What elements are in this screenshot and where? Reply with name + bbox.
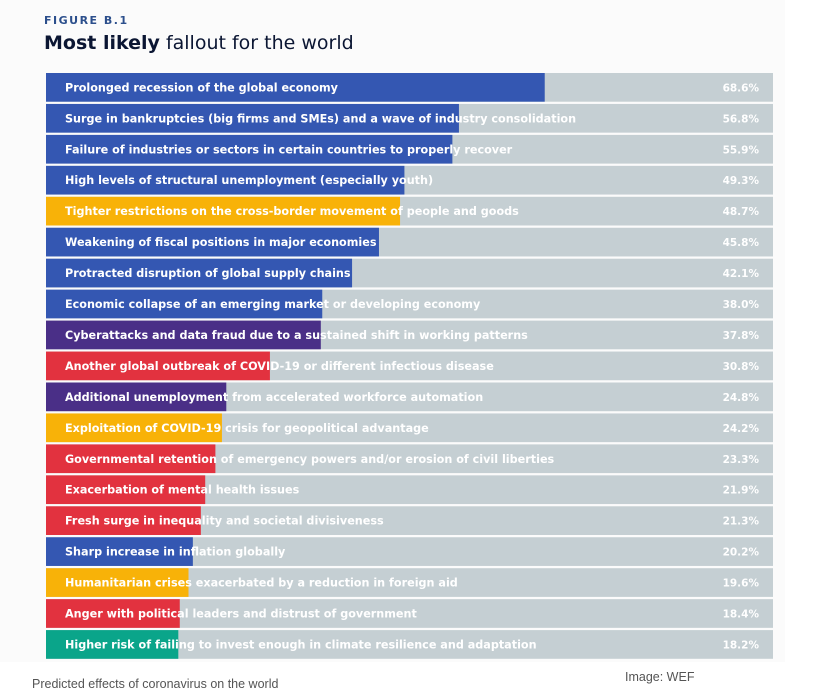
- figure-label: FIGURE B.1: [44, 14, 129, 27]
- bar: [46, 599, 180, 628]
- bar-value-label: 68.6%: [723, 82, 760, 94]
- bar: [46, 475, 206, 505]
- bar-value-label: 45.8%: [723, 237, 760, 249]
- bar-label: Humanitarian crises exacerbated by a red…: [65, 577, 458, 590]
- bar: [46, 413, 222, 443]
- bar-value-label: 55.9%: [723, 144, 760, 156]
- bar-value-label: 20.2%: [723, 547, 760, 559]
- bar: [46, 134, 453, 164]
- bar-label: Surge in bankruptcies (big firms and SME…: [65, 112, 576, 125]
- bar-value-label: 42.1%: [723, 268, 760, 280]
- bar: [46, 537, 193, 566]
- bar-value-label: 21.9%: [723, 485, 760, 497]
- bar-value-label: 48.7%: [723, 206, 760, 218]
- bar-row: Prolonged recession of the global econom…: [46, 73, 773, 102]
- bar: [46, 289, 323, 319]
- bar-row: Governmental retention of emergency powe…: [46, 444, 773, 474]
- chart-title-bold: Most likely: [44, 32, 160, 54]
- bar-value-label: 56.8%: [723, 113, 760, 125]
- bar-value-label: 18.4%: [723, 609, 760, 621]
- bar-label: High levels of structural unemployment (…: [65, 174, 433, 187]
- bar-row: Fresh surge in inequality and societal d…: [46, 506, 773, 535]
- bar-row: Humanitarian crises exacerbated by a red…: [46, 568, 773, 597]
- chart-title-rest: fallout for the world: [159, 32, 354, 54]
- bar-value-label: 21.3%: [723, 516, 760, 528]
- bar-label: Cyberattacks and data fraud due to a sus…: [65, 329, 528, 342]
- bar-value-label: 24.2%: [723, 423, 760, 435]
- bar-value-label: 30.8%: [723, 361, 760, 373]
- bar-label: Another global outbreak of COVID-19 or d…: [65, 360, 494, 373]
- bar-label: Failure of industries or sectors in cert…: [65, 143, 513, 156]
- bar-label: Economic collapse of an emerging market …: [65, 298, 481, 311]
- bar-label: Higher risk of failing to invest enough …: [65, 638, 537, 651]
- bar-value-label: 18.2%: [723, 639, 760, 651]
- bar-label: Fresh surge in inequality and societal d…: [65, 515, 384, 528]
- bar-row: Economic collapse of an emerging market …: [46, 289, 773, 319]
- bar: [46, 258, 353, 288]
- bar-row: Surge in bankruptcies (big firms and SME…: [46, 103, 773, 133]
- bar: [46, 568, 189, 597]
- bar-row: Failure of industries or sectors in cert…: [46, 134, 773, 164]
- bar-label: Governmental retention of emergency powe…: [65, 453, 555, 466]
- bar-row: Anger with political leaders and distrus…: [46, 599, 773, 628]
- bar-label: Sharp increase in inflation globally: [65, 546, 286, 559]
- bar-label: Tighter restrictions on the cross-border…: [65, 205, 519, 218]
- bar-row: Exploitation of COVID-19 crisis for geop…: [46, 413, 773, 443]
- bar-row: Cyberattacks and data fraud due to a sus…: [46, 320, 773, 350]
- bar: [46, 351, 270, 381]
- bar-row: Weakening of fiscal positions in major e…: [46, 227, 773, 257]
- bar: [46, 320, 321, 350]
- image-credit: Image: WEF: [625, 670, 695, 684]
- bar-value-label: 37.8%: [723, 330, 760, 342]
- bar-value-label: 49.3%: [723, 175, 760, 187]
- bar: [46, 506, 201, 535]
- bar-row: Protracted disruption of global supply c…: [46, 258, 773, 288]
- bar: [46, 196, 401, 226]
- bar-row: Additional unemployment from accelerated…: [46, 382, 773, 412]
- bar-row: Tighter restrictions on the cross-border…: [46, 196, 773, 226]
- bar-row: Another global outbreak of COVID-19 or d…: [46, 351, 773, 381]
- bar-label: Exploitation of COVID-19 crisis for geop…: [65, 422, 429, 435]
- bar: [46, 444, 216, 474]
- bar: [46, 73, 545, 102]
- bar-label: Anger with political leaders and distrus…: [65, 608, 417, 621]
- bar-label: Protracted disruption of global supply c…: [65, 267, 351, 280]
- bar-label: Prolonged recession of the global econom…: [65, 81, 339, 94]
- bar-row: Sharp increase in inflation globally 20.2…: [46, 537, 773, 566]
- bar-row: High levels of structural unemployment (…: [46, 165, 773, 195]
- bar-label: Exacerbation of mental health issues: [65, 484, 300, 497]
- bar-label: Additional unemployment from accelerated…: [65, 391, 483, 404]
- bar: [46, 165, 405, 195]
- bar: [46, 103, 459, 133]
- bar-value-label: 24.8%: [723, 392, 760, 404]
- bar: [46, 227, 379, 257]
- bar-value-label: 38.0%: [723, 299, 760, 311]
- bar-value-label: 23.3%: [723, 454, 760, 466]
- bar: [46, 382, 227, 412]
- bar-row: Higher risk of failing to invest enough …: [46, 630, 773, 659]
- image-caption: Predicted effects of coronavirus on the …: [32, 677, 279, 691]
- bar-row: Exacerbation of mental health issues 21.9…: [46, 475, 773, 505]
- bar: [46, 630, 179, 659]
- bar-label: Weakening of fiscal positions in major e…: [65, 236, 377, 249]
- bar-value-label: 19.6%: [723, 578, 760, 590]
- chart-title: Most likely fallout for the world: [44, 32, 354, 54]
